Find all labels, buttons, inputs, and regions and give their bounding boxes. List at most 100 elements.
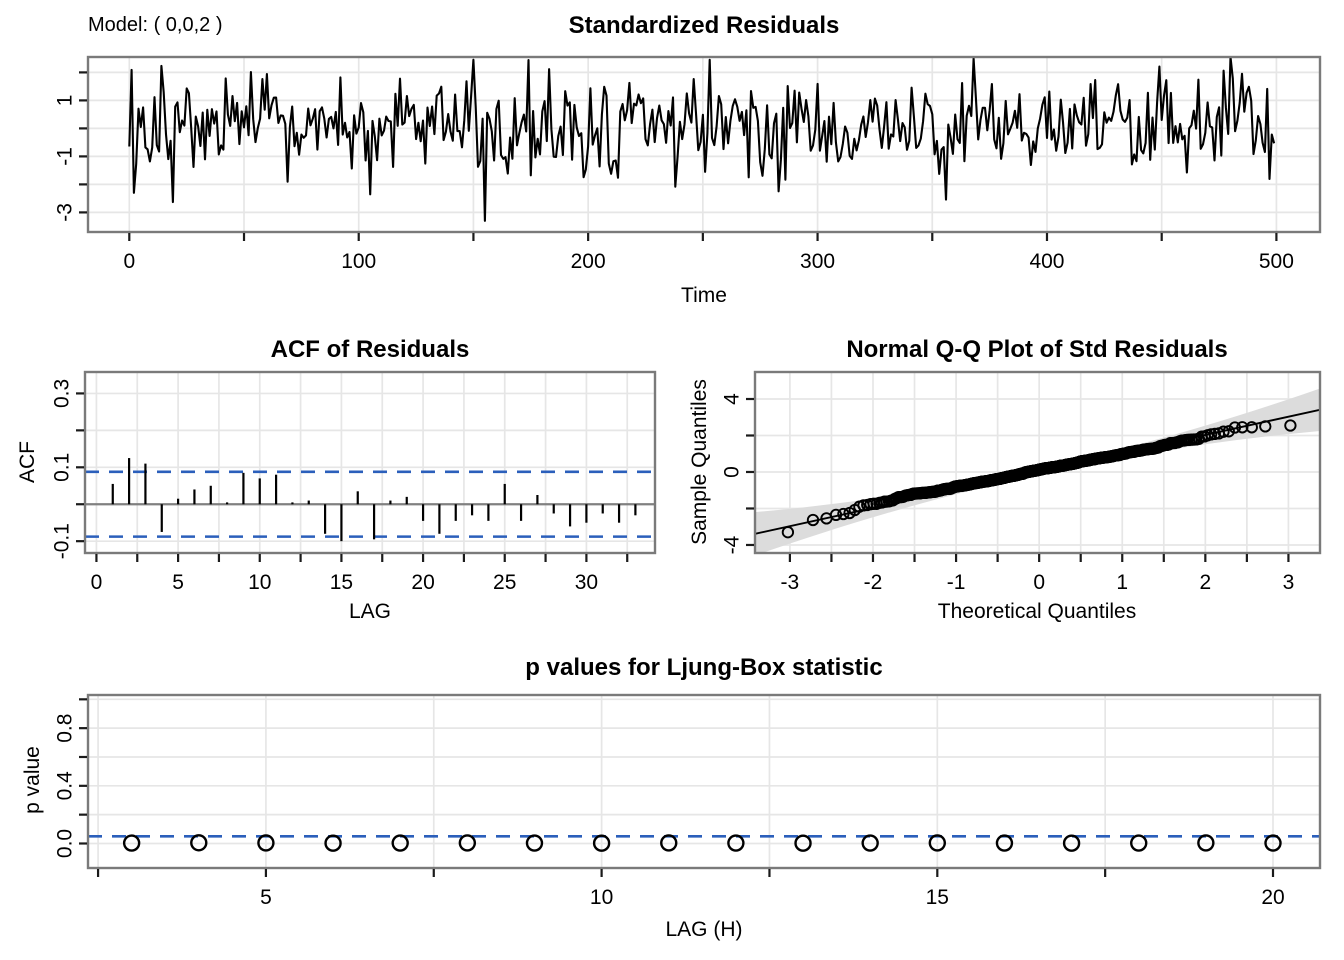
p-value-point (727, 834, 745, 852)
panel-border (753, 370, 1322, 555)
y-tick-label: 0.0 (54, 829, 77, 858)
p-value-point (660, 834, 678, 852)
qq-point (1259, 420, 1272, 433)
x-tick-label: 400 (1029, 250, 1064, 273)
qq-point (781, 526, 795, 539)
y-tick-label: -0.1 (51, 523, 74, 559)
sample-quantiles-axis-label: Sample Quantiles (688, 379, 711, 545)
panel-ljung-box: 5 10 15 20 0.0 0.4 0.8 (54, 693, 1322, 909)
lag-h-axis-label: LAG (H) (665, 918, 743, 941)
y-tick-label: -4 (721, 535, 744, 554)
panel-border (86, 693, 1322, 870)
qq-title: Normal Q-Q Plot of Std Residuals (846, 336, 1228, 363)
y-tick-label: 0.8 (54, 714, 77, 743)
x-tick-label: 30 (575, 571, 598, 594)
y-tick-label: 0.3 (51, 379, 74, 408)
y-tick-label: 0.1 (51, 453, 74, 482)
x-tick-label: 5 (260, 886, 272, 909)
lag-axis-label: LAG (348, 600, 392, 623)
x-tick-label: 5 (172, 571, 184, 594)
p-value-point (1062, 834, 1081, 852)
p-value-points (122, 834, 1282, 852)
axis-ticks (76, 392, 629, 562)
y-tick-label: -3 (54, 203, 77, 222)
x-tick-label: 2 (1199, 571, 1211, 594)
qq-points (781, 419, 1297, 539)
p-value-point (525, 834, 544, 852)
tick-labels: -3 -2 -1 0 1 2 3 4 0 -4 (721, 393, 1295, 594)
p-value-point (861, 834, 879, 852)
gridlines (88, 695, 1320, 868)
x-tick-label: 0 (91, 571, 103, 594)
x-tick-label: 10 (590, 886, 613, 909)
x-tick-label: 20 (1261, 886, 1284, 909)
acf-bars (111, 458, 637, 542)
p-value-point (1264, 834, 1282, 852)
y-tick-label: -1 (54, 147, 77, 166)
y-tick-label: 0 (721, 466, 744, 478)
panel-border (86, 55, 1322, 234)
y-tick-label: 4 (721, 393, 744, 405)
qq-point (1284, 419, 1297, 432)
residuals-title: Standardized Residuals (568, 12, 840, 39)
axis-ticks (79, 71, 1278, 241)
panel-border (83, 370, 657, 555)
tick-labels: 0 5 10 15 20 25 30 0.3 0.1 -0.1 (51, 379, 599, 594)
p-value-point (391, 834, 409, 852)
x-tick-label: 10 (248, 571, 271, 594)
p-value-point (458, 834, 477, 852)
qq-point (1245, 421, 1258, 434)
x-tick-label: 200 (571, 250, 606, 273)
panel-std-residuals: 0 100 200 300 400 500 1 -1 -3 (54, 55, 1322, 273)
p-value-point (190, 834, 208, 852)
qq-point (837, 507, 850, 521)
p-value-point (1130, 834, 1148, 852)
qq-point (1217, 425, 1230, 438)
x-tick-label: 300 (800, 250, 835, 273)
x-tick-label: 3 (1283, 571, 1295, 594)
panel-acf: 0 5 10 15 20 25 30 0.3 0.1 -0.1 (51, 370, 657, 594)
x-tick-label: -1 (947, 571, 966, 594)
tick-labels: 0 100 200 300 400 500 1 -1 -3 (54, 95, 1294, 273)
time-axis-label: Time (681, 284, 727, 307)
qq-point (829, 508, 843, 522)
residuals-line (128, 57, 1276, 222)
x-tick-label: 25 (493, 571, 516, 594)
acf-title: ACF of Residuals (270, 336, 470, 363)
p-value-point (995, 834, 1014, 852)
y-tick-label: 0.4 (54, 771, 77, 801)
y-tick-label: 1 (54, 95, 77, 107)
p-value-point (324, 834, 342, 852)
axis-ticks (746, 397, 1290, 562)
qq-point (1222, 425, 1235, 438)
axis-ticks (79, 698, 1275, 877)
p-value-point (928, 834, 947, 852)
x-tick-label: 20 (411, 571, 434, 594)
acf-axis-label: ACF (16, 441, 39, 483)
panel-qq: -3 -2 -1 0 1 2 3 4 0 -4 (721, 370, 1322, 594)
gridlines (85, 372, 655, 553)
model-label: Model: ( 0,0,2 ) (88, 14, 223, 36)
qq-point (1228, 421, 1242, 434)
p-value-point (1197, 834, 1215, 852)
x-tick-label: 100 (341, 250, 376, 273)
x-tick-label: -3 (781, 571, 800, 594)
x-tick-label: 500 (1259, 250, 1294, 273)
qq-point (1208, 427, 1221, 441)
x-tick-label: -2 (864, 571, 883, 594)
x-tick-label: 15 (926, 886, 949, 909)
tick-labels: 5 10 15 20 0.0 0.4 0.8 (54, 714, 1285, 909)
x-tick-label: 15 (330, 571, 353, 594)
ljung-box-title: p values for Ljung-Box statistic (525, 654, 883, 681)
p-value-point (592, 834, 611, 852)
x-tick-label: 0 (1033, 571, 1045, 594)
p-value-point (122, 834, 141, 852)
p-value-axis-label: p value (21, 746, 44, 814)
p-value-point (257, 834, 275, 852)
qq-point (806, 513, 820, 527)
p-value-point (794, 834, 812, 852)
x-tick-label: 0 (123, 250, 135, 273)
x-tick-label: 1 (1116, 571, 1128, 594)
